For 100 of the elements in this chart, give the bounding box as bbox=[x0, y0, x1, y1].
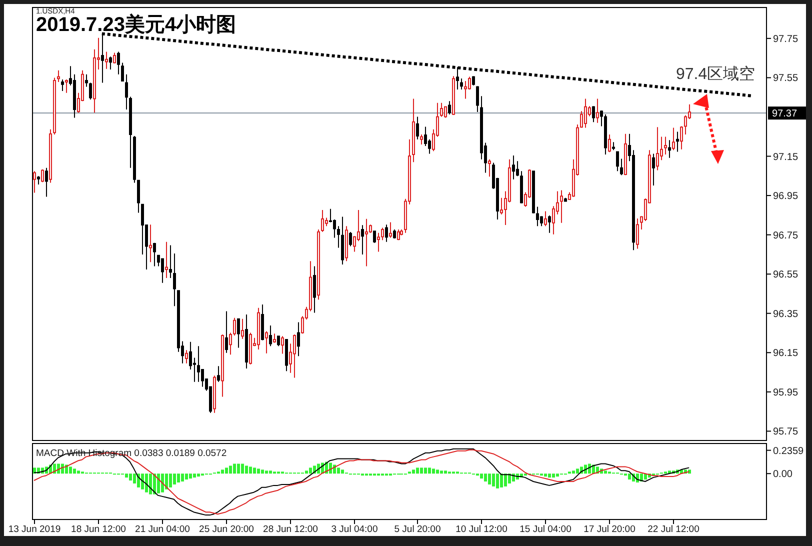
candlestick bbox=[61, 78, 64, 92]
candlestick bbox=[173, 252, 176, 307]
bar bbox=[229, 466, 232, 474]
y-tick-label: 96.35 bbox=[773, 308, 798, 320]
bar bbox=[504, 474, 507, 486]
candlestick bbox=[672, 127, 675, 151]
candlestick bbox=[676, 131, 679, 152]
candlestick bbox=[225, 310, 228, 354]
candlestick bbox=[400, 229, 403, 236]
bar bbox=[125, 474, 128, 478]
bar bbox=[253, 468, 256, 474]
bar bbox=[688, 470, 691, 474]
candlestick bbox=[85, 74, 88, 88]
candlestick bbox=[153, 242, 156, 267]
x-tick-label: 15 Jul 04:00 bbox=[520, 524, 572, 535]
bar bbox=[444, 470, 447, 474]
candlestick bbox=[624, 133, 627, 176]
candlestick bbox=[257, 307, 260, 350]
candlestick bbox=[117, 51, 120, 75]
candlestick bbox=[45, 167, 48, 198]
candlestick bbox=[169, 244, 172, 278]
bar bbox=[416, 468, 419, 474]
candlestick bbox=[584, 98, 587, 128]
bar bbox=[412, 470, 415, 474]
bar bbox=[588, 464, 591, 474]
bar bbox=[544, 474, 547, 477]
x-tick-label: 3 Jul 04:00 bbox=[331, 524, 378, 535]
y-tick-label: 96.15 bbox=[773, 348, 798, 360]
bar bbox=[337, 468, 340, 474]
bar bbox=[193, 474, 196, 478]
bar bbox=[420, 468, 423, 474]
candlestick bbox=[165, 241, 168, 278]
bar bbox=[237, 464, 240, 474]
candlestick bbox=[616, 151, 619, 172]
candlestick bbox=[532, 170, 535, 214]
candlestick bbox=[57, 70, 60, 83]
candlestick bbox=[620, 158, 623, 176]
candlestick bbox=[548, 215, 551, 234]
bar bbox=[189, 474, 192, 479]
x-tick-label: 28 Jun 12:00 bbox=[263, 524, 318, 535]
candlestick bbox=[321, 210, 324, 232]
candlestick bbox=[41, 168, 44, 183]
bar bbox=[173, 474, 176, 484]
y-tick-label: 0.2359 bbox=[773, 446, 804, 457]
bar bbox=[181, 474, 184, 482]
candlestick bbox=[472, 76, 475, 86]
candlestick bbox=[604, 114, 607, 155]
bar bbox=[265, 470, 268, 474]
candlestick bbox=[636, 218, 639, 250]
x-tick-label: 25 Jun 20:00 bbox=[199, 524, 254, 535]
bar bbox=[149, 474, 152, 494]
candlestick bbox=[273, 333, 276, 344]
candlestick bbox=[109, 56, 112, 70]
bar bbox=[309, 468, 312, 474]
y-tick-label: 96.75 bbox=[773, 230, 798, 242]
bar bbox=[257, 468, 260, 474]
bar bbox=[177, 474, 180, 482]
candlestick bbox=[121, 62, 124, 82]
bar bbox=[133, 474, 136, 484]
candlestick bbox=[281, 336, 284, 354]
candlestick bbox=[385, 224, 388, 242]
bar bbox=[233, 464, 236, 474]
x-tick-label: 21 Jun 04:00 bbox=[135, 524, 190, 535]
bar bbox=[341, 470, 344, 474]
candlestick bbox=[241, 318, 244, 340]
candlestick bbox=[444, 106, 447, 118]
y-tick-label: 97.15 bbox=[773, 152, 798, 163]
bar bbox=[165, 474, 168, 490]
bar bbox=[129, 474, 132, 481]
candlestick bbox=[129, 96, 132, 168]
bar bbox=[241, 464, 244, 474]
candlestick bbox=[656, 126, 659, 171]
candlestick bbox=[65, 78, 68, 94]
candlestick bbox=[269, 325, 272, 347]
bar bbox=[221, 470, 224, 474]
bar bbox=[197, 474, 200, 477]
candlestick bbox=[412, 98, 415, 163]
bar bbox=[440, 470, 443, 474]
candlestick bbox=[668, 140, 671, 158]
candlestick bbox=[420, 134, 423, 145]
candlestick bbox=[293, 334, 296, 378]
candlestick bbox=[596, 98, 599, 124]
candlestick bbox=[297, 322, 300, 357]
candlestick bbox=[37, 176, 40, 186]
bar bbox=[261, 470, 264, 474]
candlestick bbox=[600, 110, 603, 127]
bar bbox=[329, 462, 332, 474]
bar bbox=[500, 474, 503, 488]
bar bbox=[141, 474, 144, 490]
candlestick bbox=[265, 330, 268, 354]
candlestick bbox=[520, 170, 523, 204]
candlestick bbox=[125, 74, 128, 110]
candlestick bbox=[536, 206, 539, 227]
bar bbox=[73, 468, 76, 474]
candlestick bbox=[560, 190, 563, 224]
bar bbox=[492, 474, 495, 486]
candlestick bbox=[361, 224, 364, 255]
candlestick bbox=[365, 218, 368, 267]
bar bbox=[556, 474, 559, 477]
candlestick bbox=[317, 229, 320, 300]
